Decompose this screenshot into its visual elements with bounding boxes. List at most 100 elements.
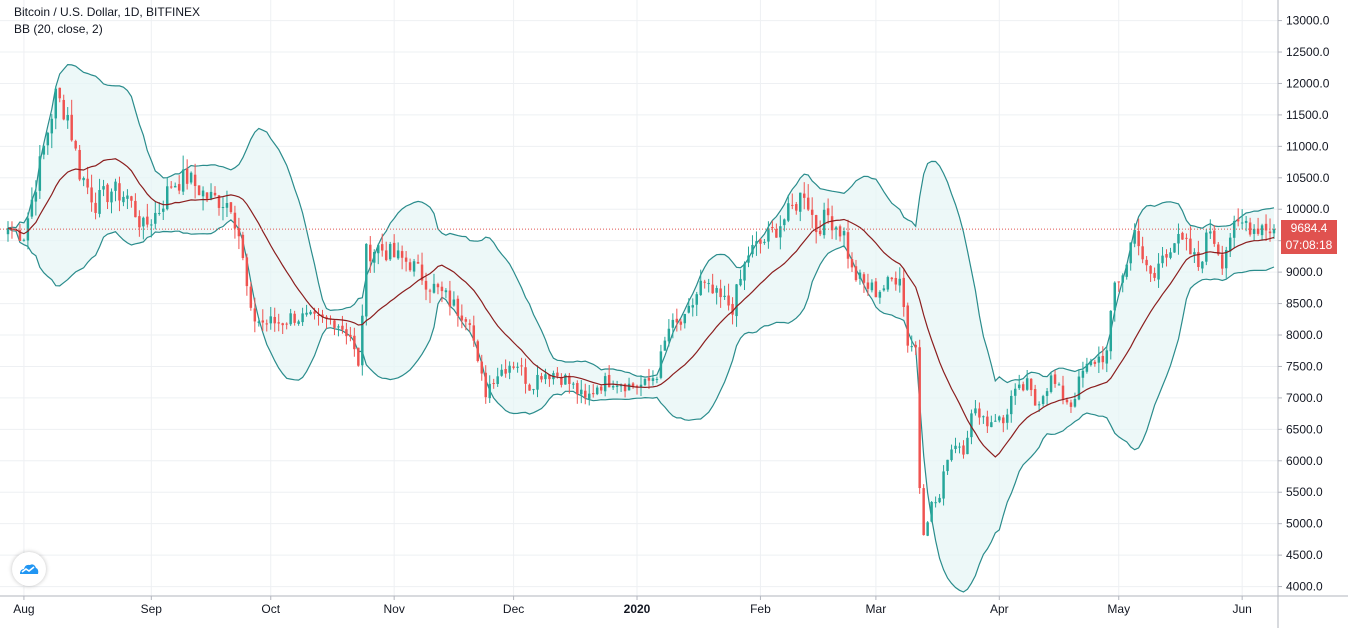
candle-body bbox=[703, 281, 706, 283]
candle-body bbox=[874, 281, 878, 298]
candle-body bbox=[898, 278, 902, 286]
bollinger-lower-band bbox=[7, 219, 1275, 593]
candle-body bbox=[1109, 310, 1113, 352]
candle-body bbox=[241, 234, 245, 258]
bollinger-basis-line bbox=[7, 158, 1275, 458]
price-tick-label: 6500.0 bbox=[1286, 422, 1323, 436]
price-tick-label: 10500.0 bbox=[1286, 171, 1330, 185]
candle-body bbox=[516, 366, 519, 368]
candle-body bbox=[671, 319, 675, 328]
candle-body bbox=[767, 228, 770, 242]
candle-body bbox=[548, 374, 551, 380]
chart-legend: Bitcoin / U.S. Dollar, 1D, BITFINEX BB (… bbox=[14, 4, 200, 38]
candle-body bbox=[22, 239, 26, 241]
time-axis[interactable]: Aug Sep Oct Nov Dec 2020 Feb Mar Apr May Jun bbox=[13, 596, 1252, 616]
countdown-tag: 07:08:18 bbox=[1281, 237, 1337, 255]
candle-body bbox=[122, 196, 125, 203]
price-tick-label: 4500.0 bbox=[1286, 548, 1323, 562]
candle-body bbox=[1141, 246, 1144, 260]
candle-body bbox=[902, 277, 905, 307]
candle-body bbox=[261, 320, 265, 323]
candle-body bbox=[584, 390, 587, 398]
candle-body bbox=[1073, 399, 1077, 407]
candle-body bbox=[317, 314, 320, 316]
candle-body bbox=[1260, 225, 1264, 236]
candle-body bbox=[747, 255, 750, 263]
candle-body bbox=[759, 239, 762, 244]
indicator-label[interactable]: BB (20, close, 2) bbox=[14, 22, 103, 36]
candle-body bbox=[1010, 395, 1013, 415]
time-tick-label: Jun bbox=[1232, 602, 1251, 616]
price-tick-label: 8000.0 bbox=[1286, 328, 1323, 342]
candle-body bbox=[78, 149, 81, 180]
candle-body bbox=[627, 383, 631, 391]
candle-body bbox=[249, 286, 253, 308]
candle-body bbox=[1085, 363, 1089, 372]
candle-body bbox=[802, 193, 806, 198]
candle-body bbox=[998, 416, 1001, 421]
price-axis[interactable]: 4000.0 4500.0 5000.0 5500.0 6000.0 6500.0 7000… bbox=[1278, 14, 1330, 594]
candle-body bbox=[106, 184, 109, 203]
candle-body bbox=[404, 257, 408, 262]
candle-body bbox=[850, 259, 854, 268]
candle-body bbox=[245, 257, 249, 287]
candle-body bbox=[1105, 350, 1109, 364]
candle-body bbox=[229, 202, 233, 213]
candle-body bbox=[970, 413, 973, 438]
candle-body bbox=[1101, 355, 1105, 363]
candle-body bbox=[253, 308, 257, 322]
time-tick-label: Aug bbox=[13, 602, 34, 616]
price-tick-label: 4000.0 bbox=[1286, 580, 1323, 594]
candle-body bbox=[1137, 231, 1140, 247]
candle-body bbox=[1228, 237, 1232, 252]
candle-body bbox=[751, 244, 754, 255]
candle-body bbox=[982, 416, 985, 418]
candle-body bbox=[181, 169, 185, 192]
candle-body bbox=[1077, 376, 1081, 400]
candle-body bbox=[468, 323, 472, 325]
candle-body bbox=[169, 186, 173, 188]
chart-grid bbox=[0, 0, 1278, 596]
candle-body bbox=[126, 195, 129, 199]
candle-body bbox=[619, 385, 623, 387]
candle-body bbox=[114, 181, 117, 191]
time-tick-label: 2020 bbox=[624, 602, 651, 616]
candle-body bbox=[1213, 230, 1216, 244]
candle-body bbox=[962, 445, 965, 455]
candle-body bbox=[293, 313, 296, 323]
candle-body bbox=[1069, 402, 1073, 407]
candle-body bbox=[70, 114, 73, 141]
candle-body bbox=[289, 313, 292, 325]
candle-body bbox=[787, 203, 790, 221]
candle-body bbox=[357, 347, 360, 366]
candle-body bbox=[1125, 264, 1128, 277]
candle-body bbox=[313, 311, 316, 314]
candle-body bbox=[428, 290, 432, 292]
candle-body bbox=[217, 195, 221, 208]
candle-body bbox=[50, 118, 54, 134]
candle-body bbox=[142, 217, 145, 227]
candle-body bbox=[532, 389, 535, 391]
candle-body bbox=[464, 319, 468, 322]
candle-body bbox=[791, 204, 794, 206]
candle-body bbox=[524, 367, 527, 384]
tradingview-logo-icon[interactable] bbox=[12, 552, 46, 586]
candle-body bbox=[154, 212, 157, 224]
candle-body bbox=[388, 244, 392, 260]
candle-body bbox=[591, 393, 595, 395]
candle-body bbox=[1193, 252, 1196, 255]
candle-body bbox=[679, 321, 683, 325]
candle-body bbox=[862, 274, 866, 283]
candle-body bbox=[631, 383, 635, 387]
symbol-title[interactable]: Bitcoin / U.S. Dollar, 1D, BITFINEX bbox=[14, 5, 201, 19]
candle-body bbox=[890, 277, 894, 280]
candle-body bbox=[615, 385, 619, 387]
candle-body bbox=[396, 250, 400, 259]
candle-body bbox=[1240, 222, 1244, 224]
candle-body bbox=[528, 384, 531, 391]
candle-body bbox=[1236, 219, 1240, 222]
candle-body bbox=[846, 232, 850, 259]
candle-body bbox=[1006, 414, 1009, 423]
candle-body bbox=[834, 227, 838, 230]
